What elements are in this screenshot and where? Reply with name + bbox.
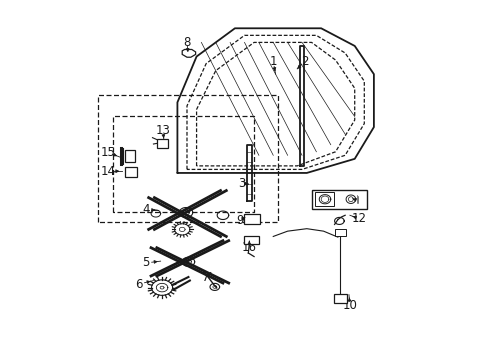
- Bar: [124, 167, 137, 177]
- Text: 12: 12: [351, 212, 366, 225]
- Text: 6: 6: [135, 278, 142, 291]
- Bar: [311, 189, 366, 209]
- Bar: [333, 294, 346, 303]
- Bar: [334, 229, 346, 236]
- Bar: [243, 214, 259, 224]
- Text: 16: 16: [241, 240, 256, 253]
- Text: 13: 13: [155, 124, 170, 137]
- Bar: [243, 236, 258, 244]
- Text: 11: 11: [351, 195, 366, 208]
- Bar: [315, 192, 333, 206]
- Text: 8: 8: [183, 36, 190, 49]
- Text: 2: 2: [300, 55, 307, 68]
- Text: 1: 1: [269, 55, 276, 68]
- Text: 5: 5: [142, 256, 150, 269]
- Text: 7: 7: [202, 270, 209, 284]
- Bar: [157, 139, 167, 148]
- Bar: [124, 150, 135, 162]
- Text: 15: 15: [100, 146, 115, 159]
- Text: 14: 14: [100, 165, 115, 178]
- Text: 10: 10: [342, 299, 357, 312]
- Polygon shape: [182, 49, 195, 57]
- Text: 3: 3: [238, 177, 245, 190]
- Text: 4: 4: [142, 203, 150, 216]
- Text: 9: 9: [236, 214, 243, 227]
